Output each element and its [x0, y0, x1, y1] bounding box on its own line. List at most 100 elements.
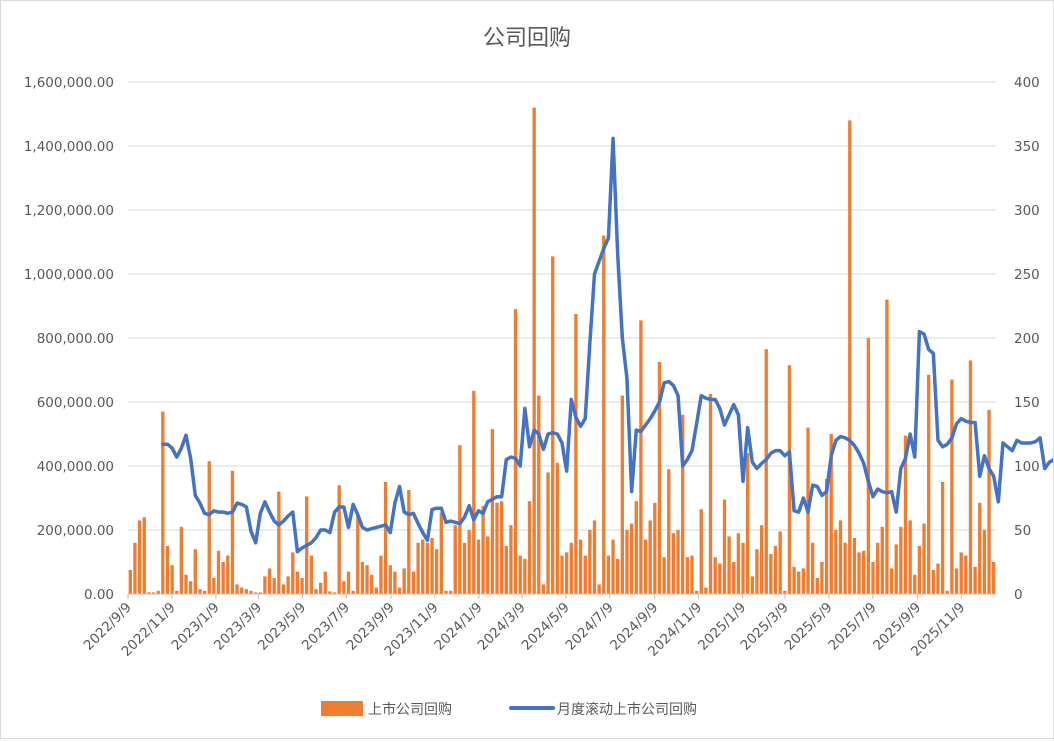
bar: [852, 538, 857, 594]
bar: [216, 550, 221, 594]
rolling-line: [161, 136, 1054, 554]
left-y-tick-label: 400,000.00: [37, 459, 114, 475]
bar: [602, 235, 606, 594]
bar: [272, 578, 276, 594]
bar: [370, 574, 374, 594]
bar: [569, 542, 573, 594]
bar: [681, 414, 685, 594]
x-tick-label: 2024/7/9: [563, 600, 617, 654]
bar: [843, 542, 847, 594]
bar: [787, 365, 792, 594]
legend-bar-swatch: [321, 701, 363, 716]
bar: [560, 555, 564, 594]
right-y-axis-tick-labels: 0 50 100 150 200 250 300 350 400: [1014, 75, 1040, 603]
bar: [913, 574, 917, 594]
bar: [388, 565, 392, 594]
bar: [931, 570, 936, 594]
x-axis-tick-labels: 2022/9/92022/11/92023/1/92023/3/92023/5/…: [81, 594, 968, 660]
right-y-tick-label: 200: [1014, 331, 1040, 347]
bar: [564, 552, 569, 594]
bar: [555, 462, 560, 594]
bar: [365, 565, 369, 594]
bar: [778, 531, 782, 594]
bar: [978, 502, 982, 594]
bar: [481, 506, 485, 594]
bar: [277, 491, 281, 594]
bar: [263, 576, 267, 594]
bar: [894, 544, 898, 594]
bar: [857, 552, 861, 594]
bar: [193, 549, 197, 594]
bar: [671, 533, 676, 594]
bar: [374, 587, 378, 594]
bar: [838, 520, 843, 594]
bar: [704, 587, 708, 594]
gridlines: [128, 81, 996, 531]
bar: [616, 558, 620, 594]
bar: [903, 435, 908, 594]
left-y-tick-label: 600,000.00: [37, 395, 114, 411]
bar: [834, 530, 838, 594]
bar: [147, 592, 151, 594]
bar: [824, 478, 829, 594]
bar: [504, 546, 508, 594]
bar: [954, 568, 959, 594]
bar: [899, 526, 903, 594]
bar: [908, 520, 912, 594]
bar: [792, 566, 796, 594]
bar: [397, 587, 402, 594]
bar: [537, 395, 541, 594]
bar: [848, 120, 852, 595]
bar: [161, 411, 165, 594]
bar: [198, 589, 202, 594]
bar: [346, 571, 351, 594]
bar: [221, 562, 225, 594]
bar: [179, 526, 184, 594]
bar: [866, 338, 871, 594]
bar: [889, 568, 894, 594]
bar: [829, 434, 833, 594]
bar: [917, 546, 922, 594]
right-y-tick-label: 400: [1014, 75, 1040, 91]
x-tick-label: 2023/7/9: [299, 600, 353, 654]
chart-title: 公司回购: [483, 26, 571, 51]
bar: [718, 563, 722, 594]
bar: [328, 591, 332, 594]
bar: [546, 472, 550, 594]
bar: [945, 590, 949, 594]
bar: [430, 538, 434, 594]
legend-line-label: 月度滚动上市公司回购: [557, 701, 697, 718]
bar: [170, 565, 174, 594]
bar: [625, 530, 629, 594]
left-y-axis-tick-labels: 0.00 200,000.00 400,000.00 600,000.00 800,00…: [24, 75, 114, 603]
bar: [667, 469, 671, 594]
bar: [973, 566, 977, 594]
bar: [318, 582, 323, 594]
bar: [982, 530, 987, 594]
bar: [741, 542, 745, 594]
bar: [462, 542, 467, 594]
bar: [657, 362, 662, 594]
bar: [393, 571, 397, 594]
bar: [356, 514, 360, 594]
bar: [202, 590, 207, 594]
bar: [927, 374, 931, 594]
bar: [351, 590, 355, 594]
bar: [207, 461, 211, 594]
bar: [495, 502, 499, 594]
left-y-tick-label: 1,400,000.00: [24, 139, 114, 155]
bar: [992, 562, 996, 594]
bar: [453, 525, 457, 594]
right-y-tick-label: 250: [1014, 267, 1040, 283]
bar: [922, 523, 926, 594]
legend[interactable]: 上市公司回购 月度滚动上市公司回购: [321, 701, 697, 718]
bar: [750, 576, 754, 594]
bar: [592, 520, 597, 594]
left-y-tick-label: 1,600,000.00: [24, 75, 114, 91]
bar: [295, 571, 300, 594]
bar: [755, 549, 759, 594]
bar: [444, 590, 448, 594]
right-y-tick-label: 350: [1014, 139, 1040, 155]
